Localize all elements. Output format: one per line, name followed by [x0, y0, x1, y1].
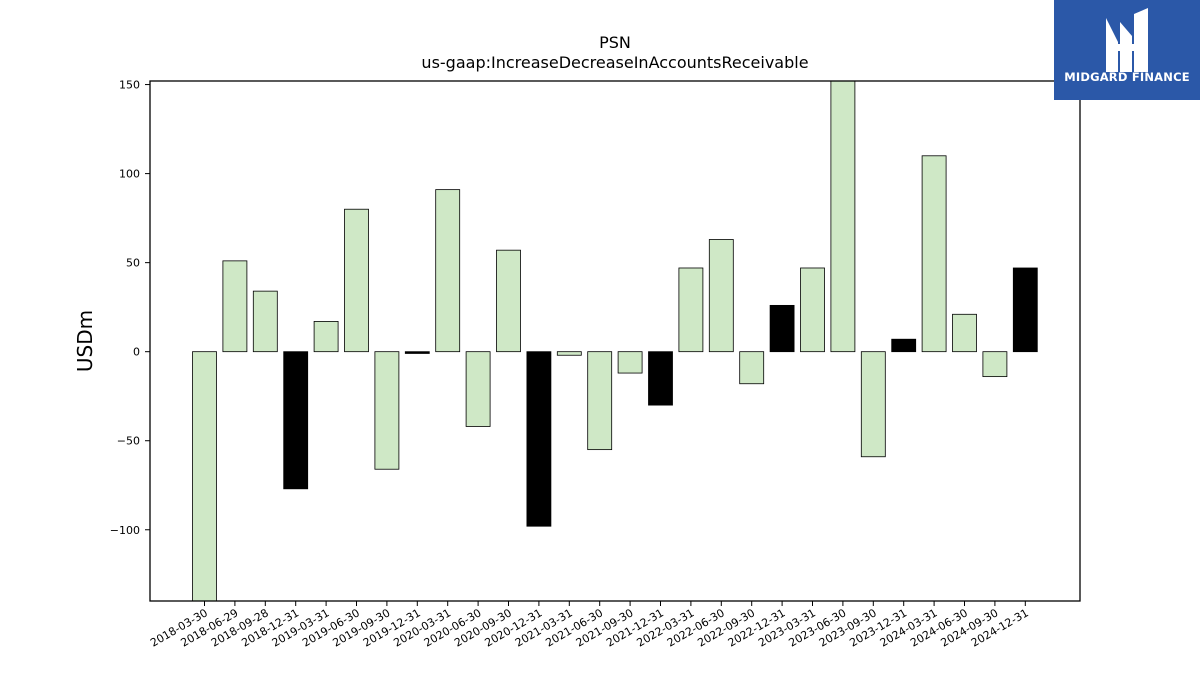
chart-subtitle: us-gaap:IncreaseDecreaseInAccountsReceiv… — [421, 53, 808, 72]
y-tick-label: 100 — [119, 168, 140, 181]
bar — [222, 260, 248, 353]
bar — [344, 208, 369, 353]
bar — [739, 351, 765, 385]
bar — [678, 267, 704, 353]
bar — [891, 338, 917, 353]
bar — [252, 290, 278, 353]
bar — [1012, 267, 1038, 353]
logo-text: MIDGARD FINANCE — [1064, 70, 1190, 84]
bar — [374, 351, 400, 470]
bar — [648, 351, 673, 406]
brand-logo: MIDGARD FINANCE — [1054, 0, 1200, 100]
bar — [921, 155, 947, 353]
y-axis-label: USDm — [73, 310, 97, 372]
bar — [587, 351, 613, 451]
bar — [708, 239, 734, 353]
bar — [192, 351, 217, 602]
bar — [617, 351, 643, 374]
bar — [526, 351, 552, 527]
chart-title: PSN — [599, 33, 631, 52]
bar — [556, 351, 582, 356]
bar — [435, 189, 461, 353]
bar — [465, 351, 491, 427]
y-tick-label: −50 — [117, 435, 140, 448]
bar — [830, 80, 856, 353]
y-tick-label: 0 — [133, 346, 140, 359]
y-tick-label: −100 — [110, 524, 140, 537]
bar — [800, 267, 825, 353]
bar — [404, 351, 430, 354]
bar — [496, 249, 521, 353]
bar — [860, 351, 886, 458]
y-tick-label: 150 — [119, 79, 140, 92]
logo-mark-icon — [1106, 8, 1148, 72]
bar — [982, 351, 1008, 378]
bar — [952, 313, 977, 353]
bar — [313, 321, 339, 353]
bar — [283, 351, 309, 490]
y-tick-label: 50 — [126, 257, 140, 270]
bar — [769, 304, 795, 353]
plot-frame — [149, 80, 1081, 602]
